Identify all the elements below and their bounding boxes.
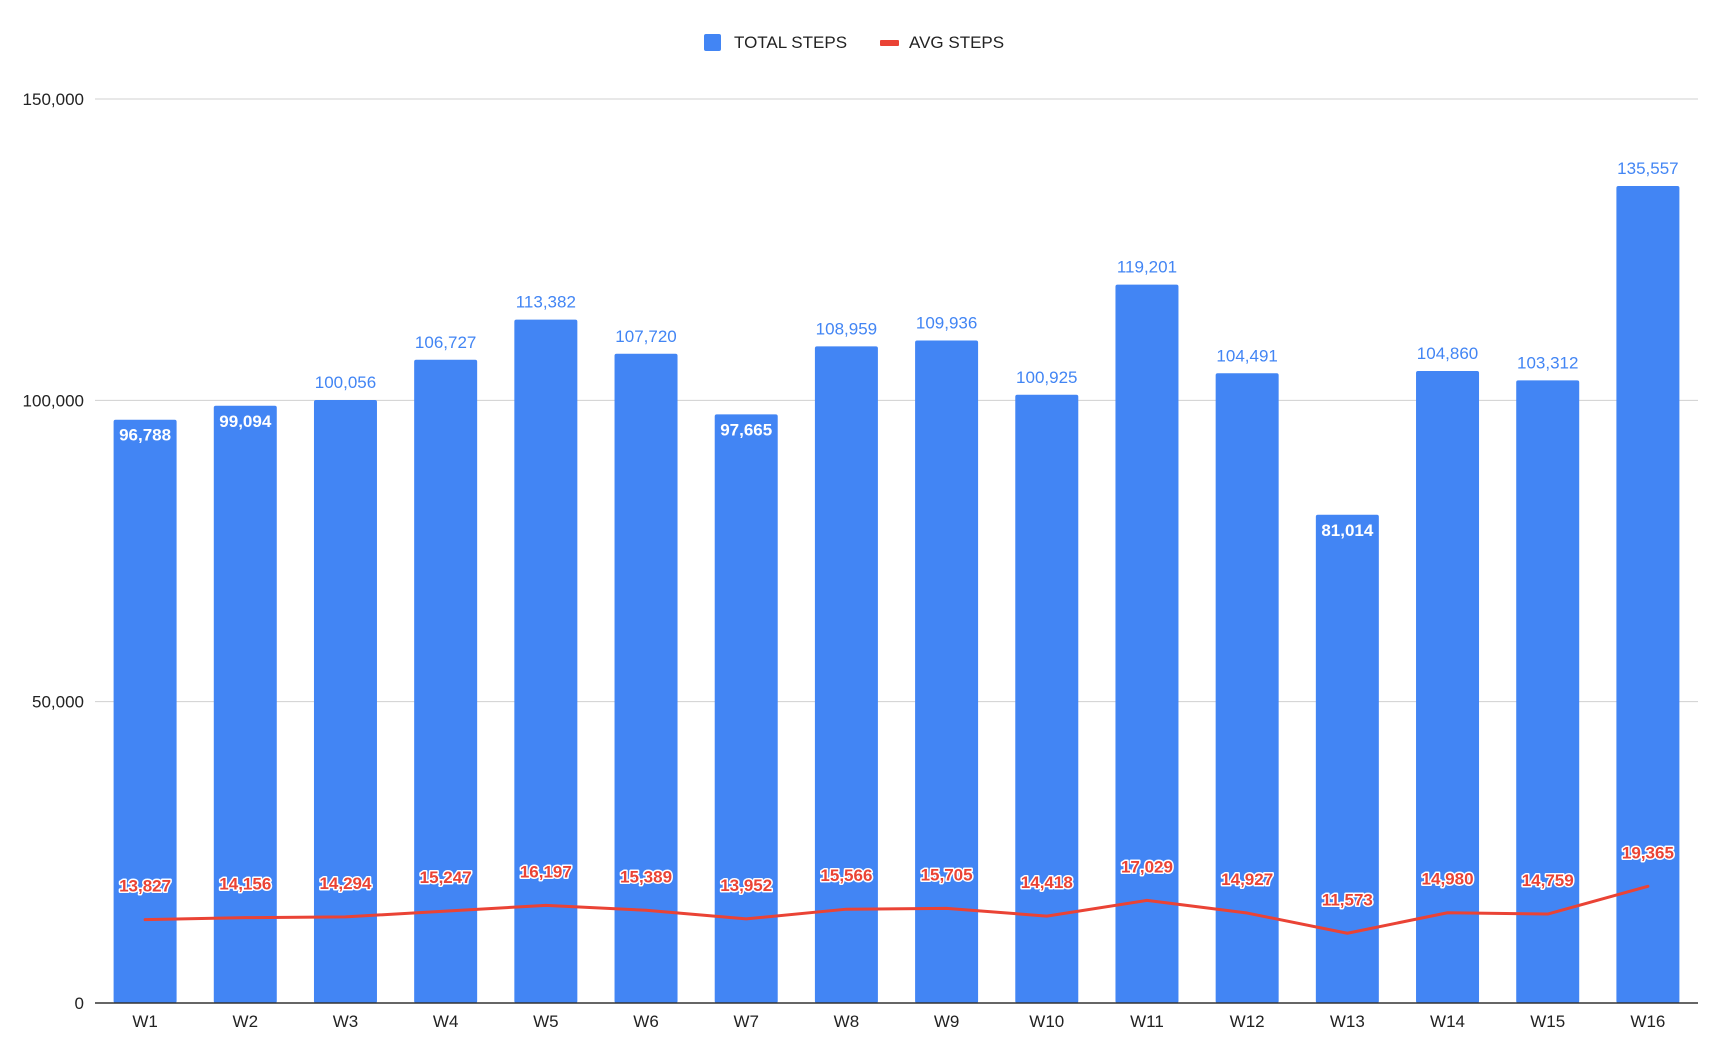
x-tick-label: W2: [233, 1012, 259, 1031]
bar-value-label: 81,014: [1321, 521, 1374, 540]
bar-w7: [714, 414, 778, 1003]
bar-value-label: 96,788: [119, 426, 171, 445]
bar-value-label: 106,727: [415, 333, 476, 352]
x-tick-label: W8: [834, 1012, 860, 1031]
bar-w10: [1015, 394, 1079, 1003]
bar-value-label: 135,557: [1617, 159, 1678, 178]
bar-w11: [1115, 284, 1179, 1003]
bar-w5: [514, 319, 578, 1004]
legend-label-avg-steps: AVG STEPS: [909, 33, 1004, 52]
bar-value-label: 104,860: [1417, 344, 1478, 363]
bar-w16: [1616, 186, 1680, 1003]
legend-swatch-avg-steps: [880, 40, 899, 46]
line-value-label: 14,980: [1422, 870, 1474, 889]
x-tick-label: W4: [433, 1012, 459, 1031]
bar-w8: [814, 346, 878, 1003]
bar-value-label: 97,665: [720, 420, 772, 439]
bar-w1: [113, 419, 177, 1003]
y-tick-label: 50,000: [32, 693, 84, 712]
bar-value-label: 113,382: [516, 293, 576, 312]
bar-value-label: 108,959: [816, 319, 877, 338]
x-tick-label: W15: [1530, 1012, 1565, 1031]
x-tick-label: W5: [533, 1012, 559, 1031]
line-value-label: 11,573: [1322, 890, 1373, 909]
bar-w15: [1516, 380, 1580, 1003]
x-tick-label: W16: [1630, 1012, 1665, 1031]
y-tick-label: 100,000: [23, 391, 84, 410]
avg-steps-line: [143, 884, 1650, 935]
line-value-label: 15,705: [921, 865, 973, 884]
bar-w2: [213, 405, 277, 1004]
x-tick-label: W13: [1330, 1012, 1365, 1031]
bar-w14: [1416, 371, 1480, 1004]
bar-w13: [1315, 514, 1379, 1003]
x-axis: W1 W2 W3 W4 W5 W6 W7 W8 W9 W10 W11 W12 W13 W14 W15 W16: [95, 1002, 1698, 1031]
bar-value-label: 100,925: [1016, 368, 1077, 387]
x-tick-label: W14: [1430, 1012, 1465, 1031]
line-value-label: 19,365: [1622, 843, 1674, 862]
line-value-label: 14,294: [319, 874, 372, 893]
bar-value-label: 99,094: [219, 412, 272, 431]
bar-value-label: 119,201: [1117, 258, 1177, 277]
x-tick-label: W7: [733, 1012, 759, 1031]
line-value-label: 14,156: [219, 875, 271, 894]
x-tick-label: W10: [1029, 1012, 1064, 1031]
bar-w4: [414, 359, 478, 1003]
legend: TOTAL STEPS AVG STEPS: [704, 33, 1004, 52]
bar-w6: [614, 353, 678, 1003]
y-tick-label: 0: [75, 994, 84, 1013]
line-value-label: 15,389: [620, 867, 672, 886]
line-value-label: 16,197: [520, 862, 572, 881]
line-value-label: 15,566: [820, 866, 872, 885]
x-tick-label: W12: [1230, 1012, 1265, 1031]
x-tick-label: W1: [132, 1012, 158, 1031]
bar-value-label: 100,056: [315, 373, 376, 392]
line-value-label: 14,927: [1221, 870, 1273, 889]
line-series-avg-steps: 13,827 14,156 14,294 15,247 16,197 15,389 13,9…: [118, 842, 1675, 935]
bar-w12: [1215, 373, 1279, 1003]
bar-value-label: 109,936: [916, 313, 977, 332]
bar-value-label: 103,312: [1517, 353, 1578, 372]
line-value-label: 14,418: [1021, 873, 1073, 892]
x-tick-label: W11: [1130, 1012, 1164, 1031]
line-value-label: 13,827: [119, 877, 171, 896]
line-value-label: 17,029: [1121, 857, 1173, 876]
line-value-label: 13,952: [720, 876, 772, 895]
x-tick-label: W9: [934, 1012, 960, 1031]
bar-w9: [915, 340, 979, 1003]
bar-w3: [313, 399, 377, 1003]
bar-value-label: 107,720: [615, 327, 676, 346]
line-value-label: 14,759: [1522, 871, 1574, 890]
bar-value-label: 104,491: [1216, 346, 1277, 365]
legend-swatch-total-steps: [704, 34, 721, 51]
y-tick-label: 150,000: [23, 90, 84, 109]
bar-series-total-steps: 96,788 99,094 100,056 106,727 113,382 107,720…: [113, 159, 1680, 1004]
x-tick-label: W6: [633, 1012, 659, 1031]
y-axis: 0 50,000 100,000 150,000: [23, 90, 84, 1013]
x-tick-label: W3: [333, 1012, 359, 1031]
line-value-label: 15,247: [420, 868, 472, 887]
legend-label-total-steps: TOTAL STEPS: [734, 33, 847, 52]
